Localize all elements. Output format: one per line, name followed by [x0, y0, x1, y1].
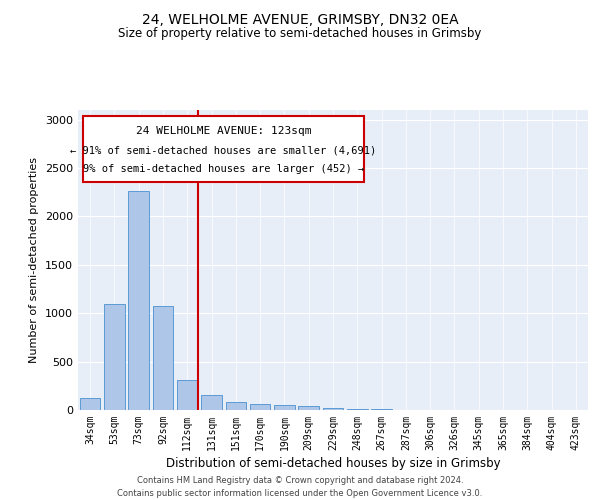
Y-axis label: Number of semi-detached properties: Number of semi-detached properties: [29, 157, 40, 363]
Text: 24, WELHOLME AVENUE, GRIMSBY, DN32 0EA: 24, WELHOLME AVENUE, GRIMSBY, DN32 0EA: [142, 12, 458, 26]
Text: ← 91% of semi-detached houses are smaller (4,691): ← 91% of semi-detached houses are smalle…: [70, 146, 376, 156]
Text: Size of property relative to semi-detached houses in Grimsby: Size of property relative to semi-detach…: [118, 28, 482, 40]
Text: 24 WELHOLME AVENUE: 123sqm: 24 WELHOLME AVENUE: 123sqm: [136, 126, 311, 136]
Bar: [347, 408, 368, 410]
FancyBboxPatch shape: [83, 116, 364, 182]
Bar: [128, 192, 149, 410]
Bar: [80, 398, 100, 410]
Bar: [152, 306, 173, 410]
Bar: [104, 304, 125, 410]
X-axis label: Distribution of semi-detached houses by size in Grimsby: Distribution of semi-detached houses by …: [166, 457, 500, 470]
Bar: [298, 406, 319, 410]
Bar: [371, 409, 392, 410]
Bar: [201, 394, 222, 410]
Bar: [323, 408, 343, 410]
Bar: [274, 404, 295, 410]
Bar: [226, 402, 246, 410]
Bar: [250, 404, 271, 410]
Bar: [177, 380, 197, 410]
Text: Contains HM Land Registry data © Crown copyright and database right 2024.
Contai: Contains HM Land Registry data © Crown c…: [118, 476, 482, 498]
Text: 9% of semi-detached houses are larger (452) →: 9% of semi-detached houses are larger (4…: [83, 164, 364, 174]
